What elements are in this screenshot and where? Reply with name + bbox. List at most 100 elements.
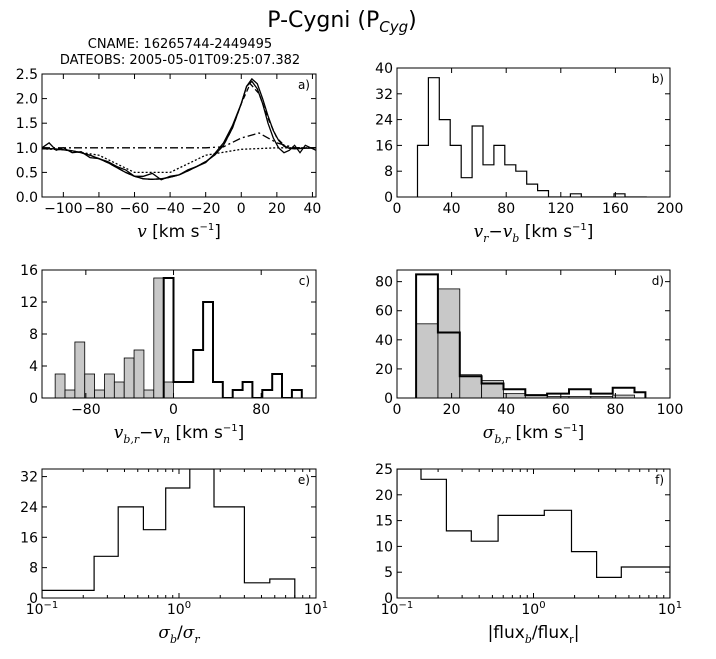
- filled-bar: [612, 394, 635, 398]
- x-axis-label: v [km s−1]: [137, 222, 221, 242]
- xlabel-unit-end: ]: [238, 423, 245, 443]
- y-tick-label: 25: [375, 462, 393, 478]
- axes-frame: [396, 269, 671, 399]
- x-tick-base: 10: [521, 602, 539, 618]
- profile-line-3: [42, 132, 316, 149]
- plot-area: [54, 277, 303, 398]
- step-outline: [397, 469, 670, 598]
- x-tick-label: −80: [84, 201, 114, 217]
- cname-label: CNAME: 16265744-2449495: [88, 37, 272, 52]
- x-axis-label: σb,r [km s−1]: [483, 423, 585, 446]
- step-outline: [416, 77, 647, 197]
- xlabel-unit-end: ]: [578, 423, 585, 443]
- filled-bar: [153, 277, 165, 398]
- filled-bar: [54, 373, 66, 398]
- plot-area: [415, 273, 647, 398]
- xlabel-unit-end: ]: [214, 222, 221, 242]
- axes-frame: [396, 67, 671, 198]
- xlabel-variable: σ: [483, 423, 495, 443]
- y-tick-label: 4: [29, 359, 38, 375]
- profile-line-1: [42, 77, 316, 180]
- y-tick-label: 24: [20, 500, 38, 516]
- x-tick-label: 0: [393, 201, 402, 217]
- x-tick-label: 100: [167, 600, 191, 618]
- panel-d: 0 20 40 60 80 100 0 20 40 60 80 d) σb,r [km s−1]: [375, 269, 683, 446]
- axes-frame: [396, 468, 671, 599]
- x-tick-label: 40: [304, 201, 322, 217]
- plot-area: [397, 469, 670, 598]
- y-tick-label: 0: [384, 391, 393, 407]
- x-tick-label: 100: [521, 600, 545, 618]
- xlabel-subscript: b: [525, 633, 532, 646]
- xlabel-exponent: −1: [223, 423, 238, 434]
- xlabel-subscript: b,r: [494, 433, 511, 446]
- y-tick-label: 24: [375, 113, 393, 129]
- xlabel-unit: [km s: [510, 423, 563, 443]
- xlabel-exponent: −1: [199, 222, 214, 233]
- axes-frame: [41, 73, 317, 198]
- x-tick-label: 40: [497, 402, 515, 418]
- x-tick-exp: −1: [399, 600, 414, 611]
- xlabel-minus: −: [139, 423, 153, 443]
- x-tick-exp: 0: [185, 600, 191, 611]
- xlabel-exponent: −1: [563, 423, 578, 434]
- xlabel-slash: /: [177, 623, 183, 643]
- filled-bar: [113, 381, 125, 398]
- filled-bar: [94, 389, 105, 398]
- x-tick-label: −40: [155, 201, 185, 217]
- y-tick-label: 8: [29, 327, 38, 343]
- y-tick-label: 0: [29, 391, 38, 407]
- xlabel-unit: [km s: [147, 222, 200, 242]
- x-axis-label: |fluxb/fluxr|: [488, 623, 580, 646]
- x-tick-base: 10: [167, 602, 185, 618]
- filled-bar: [163, 381, 174, 398]
- y-tick-label: 32: [20, 470, 38, 486]
- xlabel-unit-end: ]: [587, 222, 594, 242]
- y-tick-label: 40: [375, 333, 393, 349]
- y-tick-label: 2.5: [16, 67, 38, 83]
- xlabel-text: |flux: [488, 623, 525, 643]
- x-tick-label: 101: [658, 600, 682, 618]
- dateobs-label: DATEOBS: 2005-05-01T09:25:07.382: [60, 53, 300, 68]
- profile-line-2: [42, 82, 316, 180]
- plot-area: [42, 469, 296, 598]
- x-tick-base: 10: [304, 602, 322, 618]
- x-tick-base: 10: [658, 602, 676, 618]
- xlabel-text: |: [574, 623, 580, 643]
- xlabel-variable: v: [503, 222, 513, 242]
- x-tick-exp: −1: [44, 600, 59, 611]
- filled-bar: [74, 341, 86, 398]
- y-tick-label: 15: [375, 514, 393, 530]
- step-outline: [415, 273, 647, 398]
- panel-letter: c): [299, 274, 310, 288]
- y-tick-label: 8: [384, 164, 393, 180]
- xlabel-subscript: n: [163, 433, 170, 446]
- x-tick-label: 120: [547, 201, 574, 217]
- y-tick-label: 0: [384, 591, 393, 607]
- x-tick-label: 0: [237, 201, 246, 217]
- xlabel-subscript: b: [170, 633, 177, 646]
- step-outline: [162, 277, 303, 398]
- filled-bar: [64, 389, 76, 398]
- plot-area: [416, 77, 647, 197]
- filled-bar: [104, 373, 115, 398]
- y-tick-label: 0: [384, 190, 393, 206]
- filled-bar: [415, 323, 439, 398]
- xlabel-subscript: r: [194, 633, 200, 646]
- y-tick-label: 20: [375, 362, 393, 378]
- plot-area: [42, 77, 316, 181]
- x-axis-label: vr−vb [km s−1]: [474, 222, 594, 245]
- x-axis-label: vb,r−vn [km s−1]: [114, 423, 244, 446]
- x-tick-label: 60: [552, 402, 570, 418]
- xlabel-unit: [km s: [170, 423, 223, 443]
- xlabel-text: /flux: [532, 623, 569, 643]
- panel-letter: b): [652, 72, 664, 86]
- filled-bar: [143, 389, 155, 398]
- y-tick-label: 20: [375, 488, 393, 504]
- y-tick-label: 16: [20, 530, 38, 546]
- x-tick-label: 40: [443, 201, 461, 217]
- panel-letter: d): [652, 274, 664, 288]
- filled-bar: [459, 374, 483, 398]
